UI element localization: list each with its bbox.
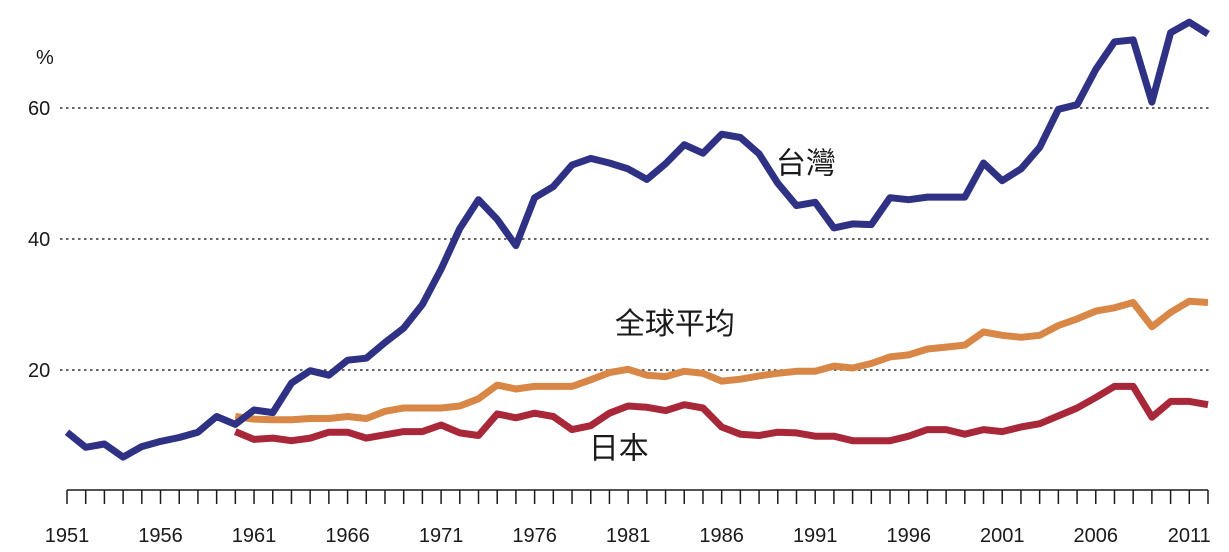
series-label-2: 日本	[589, 431, 649, 466]
x-tick-label-2006: 2006	[1074, 525, 1119, 547]
y-tick-label-20: 20	[28, 360, 50, 382]
x-tick-label-1951: 1951	[45, 525, 90, 547]
y-axis: % 20 40 60	[28, 47, 54, 382]
x-tick-label-1991: 1991	[793, 525, 838, 547]
y-tick-label-40: 40	[28, 229, 50, 251]
y-tick-label-60: 60	[28, 98, 50, 120]
x-tick-label-1956: 1956	[138, 525, 183, 547]
x-tick-label-1981: 1981	[606, 525, 651, 547]
y-axis-unit-label: %	[36, 47, 54, 69]
x-tick-label-2011: 2011	[1168, 525, 1211, 547]
series-line-2	[233, 382, 1209, 445]
x-axis: 1951 1956 1961 1966 1971 1976 1981 1986 1991 1996…	[45, 489, 1211, 547]
x-tick-label-1986: 1986	[699, 525, 744, 547]
series-line-1	[234, 297, 1209, 424]
x-tick-label-2001: 2001	[980, 525, 1025, 547]
x-tick-label-1996: 1996	[886, 525, 931, 547]
series-label-1: 全球平均	[615, 307, 735, 342]
series-label-0: 台灣	[776, 147, 836, 182]
x-tick-label-1966: 1966	[325, 525, 370, 547]
series-lines	[64, 18, 1210, 461]
x-tick-label-1976: 1976	[512, 525, 557, 547]
x-tick-label-1971: 1971	[419, 525, 464, 547]
series-line-0	[64, 18, 1210, 461]
x-tick-label-1961: 1961	[232, 525, 277, 547]
